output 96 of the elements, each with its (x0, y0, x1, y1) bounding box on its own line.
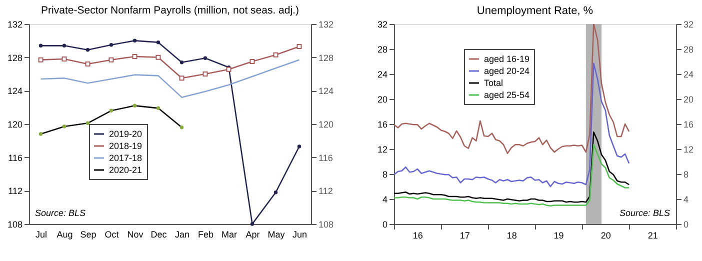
y-tick-label: 24 (377, 70, 388, 80)
x-tick-label: Nov (127, 230, 144, 240)
y2-tick-label: 0 (684, 220, 689, 230)
x-tick-label: Oct (104, 230, 120, 240)
point (38, 44, 43, 48)
x-tick-label: Mar (222, 230, 237, 240)
y-tick-label: 28 (377, 44, 388, 54)
chart-title: Private-Sector Nonfarm Payrolls (million, not seas. adj.) (41, 4, 299, 16)
y-tick-label: 4 (382, 194, 388, 204)
y2-tick-label: 24 (684, 70, 694, 80)
x-tick-label: 18 (506, 230, 517, 240)
point (297, 144, 302, 148)
y-tick-label: 128 (7, 52, 22, 63)
y-tick-label: 124 (7, 86, 22, 96)
point (109, 42, 114, 47)
y2-tick-label: 32 (684, 20, 694, 30)
y2-tick-label: 12 (684, 144, 694, 154)
legend-label: 2019-20 (109, 129, 142, 139)
x-tick-label: Jan (174, 230, 190, 240)
point (156, 40, 160, 44)
y-tick-label: 12 (377, 144, 388, 154)
point (156, 106, 160, 110)
y2-tick-label: 16 (684, 120, 694, 130)
x-tick-label: 20 (600, 230, 611, 240)
line-series (394, 24, 630, 154)
point (38, 57, 44, 62)
legend-label: 2020-21 (109, 165, 142, 175)
legend-label: Total (484, 78, 504, 88)
annotation: Source: BLS (35, 208, 86, 218)
y2-tick-label: 4 (684, 194, 689, 204)
point (203, 56, 208, 60)
y-tick-label: 16 (377, 120, 388, 130)
legend-label: aged 16-19 (484, 54, 530, 64)
y2-tick-label: 116 (318, 152, 333, 163)
y2-tick-label: 132 (318, 20, 334, 30)
point (109, 108, 114, 113)
y-tick-label: 8 (382, 170, 388, 180)
y-tick-label: 20 (377, 94, 388, 104)
point (62, 44, 66, 48)
y2-tick-label: 8 (684, 170, 689, 180)
x-tick-label: Feb (198, 230, 214, 240)
point (38, 132, 43, 136)
x-tick-label: Dec (150, 230, 168, 240)
x-tick-label: Apr (246, 230, 260, 240)
x-tick-label: 16 (412, 230, 423, 240)
line-series (394, 144, 630, 207)
point (180, 125, 184, 130)
y-tick-label: 32 (377, 20, 388, 30)
legend-label: aged 20-24 (484, 66, 530, 76)
y2-tick-label: 128 (318, 52, 334, 63)
x-tick-label: Jul (35, 230, 48, 240)
x-tick-label: Sep (80, 230, 96, 240)
x-tick-label: 17 (460, 230, 470, 240)
point (226, 66, 232, 72)
y-tick-label: 108 (7, 220, 22, 230)
y2-tick-label: 120 (318, 120, 334, 130)
x-tick-label: 21 (648, 230, 658, 240)
point (179, 76, 184, 81)
point (180, 60, 184, 64)
point (250, 59, 255, 64)
y2-tick-label: 20 (684, 94, 694, 104)
y-tick-label: 0 (382, 220, 388, 230)
point (273, 52, 278, 58)
y-tick-label: 112 (8, 186, 22, 196)
x-tick-label: 19 (554, 230, 564, 240)
line-series (40, 59, 300, 98)
point (202, 72, 208, 76)
annotation: Source: BLS (619, 208, 670, 218)
y2-tick-label: 28 (684, 44, 694, 54)
point (62, 56, 67, 62)
point (132, 38, 137, 43)
point (85, 62, 90, 66)
legend-label: aged 25-54 (484, 90, 530, 100)
x-tick-label: Jun (292, 230, 308, 240)
point (86, 48, 90, 52)
line-series (394, 62, 630, 188)
x-tick-label: Aug (56, 230, 73, 240)
point (86, 121, 90, 126)
point (274, 190, 278, 194)
point (132, 104, 137, 108)
x-tick-label: May (268, 230, 286, 240)
y-tick-label: 132 (7, 20, 22, 30)
y-tick-label: 120 (7, 120, 22, 130)
point (62, 124, 66, 128)
legend-label: 2018-19 (109, 141, 142, 151)
y2-tick-label: 112 (318, 186, 333, 196)
point (132, 54, 138, 59)
line-series (394, 131, 630, 203)
point (108, 57, 114, 62)
point (156, 54, 161, 60)
y2-tick-label: 124 (318, 86, 334, 96)
chart-title: Unemployment Rate, % (476, 5, 594, 17)
point (296, 44, 302, 49)
y-tick-label: 116 (8, 152, 22, 163)
legend-label: 2017-18 (109, 153, 142, 163)
y2-tick-label: 108 (318, 220, 334, 230)
